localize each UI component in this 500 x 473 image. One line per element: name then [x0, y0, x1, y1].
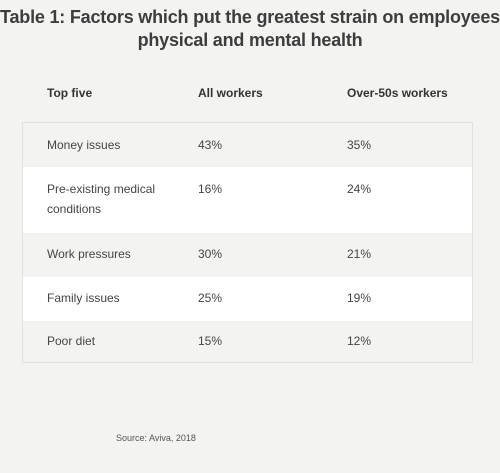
table-title-line-2: physical and mental health: [137, 30, 363, 50]
column-header-over-50s-workers: Over-50s workers: [347, 86, 448, 100]
table-row: Poor diet 15% 12%: [23, 321, 472, 362]
over-50s-cell: 24%: [347, 182, 372, 196]
factor-cell: Money issues: [47, 138, 121, 152]
table-title-line-1: Table 1: Factors which put the greatest …: [0, 7, 500, 27]
all-workers-cell: 25%: [198, 291, 223, 305]
table-title: Table 1: Factors which put the greatest …: [0, 6, 500, 52]
table-row: Money issues 43% 35%: [23, 123, 472, 167]
all-workers-cell: 30%: [198, 247, 223, 261]
source-note: Source: Aviva, 2018: [116, 433, 196, 443]
over-50s-cell: 35%: [347, 138, 372, 152]
table-row: Pre-existing medical conditions 16% 24%: [23, 167, 472, 233]
table-row: Family issues 25% 19%: [23, 277, 472, 321]
over-50s-cell: 19%: [347, 291, 372, 305]
column-header-all-workers: All workers: [198, 86, 263, 100]
factor-cell: Pre-existing medical conditions: [47, 182, 156, 216]
factor-cell: Family issues: [47, 291, 120, 305]
factor-cell: Work pressures: [47, 247, 131, 261]
over-50s-cell: 21%: [347, 247, 372, 261]
all-workers-cell: 16%: [198, 182, 223, 196]
over-50s-cell: 12%: [347, 334, 372, 348]
table-header-row: Top five All workers Over-50s workers: [0, 86, 500, 106]
all-workers-cell: 43%: [198, 138, 223, 152]
data-table: Money issues 43% 35% Pre-existing medica…: [22, 122, 473, 363]
column-header-top-five: Top five: [47, 86, 93, 100]
all-workers-cell: 15%: [198, 334, 223, 348]
factor-cell: Poor diet: [47, 334, 96, 348]
table-row: Work pressures 30% 21%: [23, 233, 472, 277]
